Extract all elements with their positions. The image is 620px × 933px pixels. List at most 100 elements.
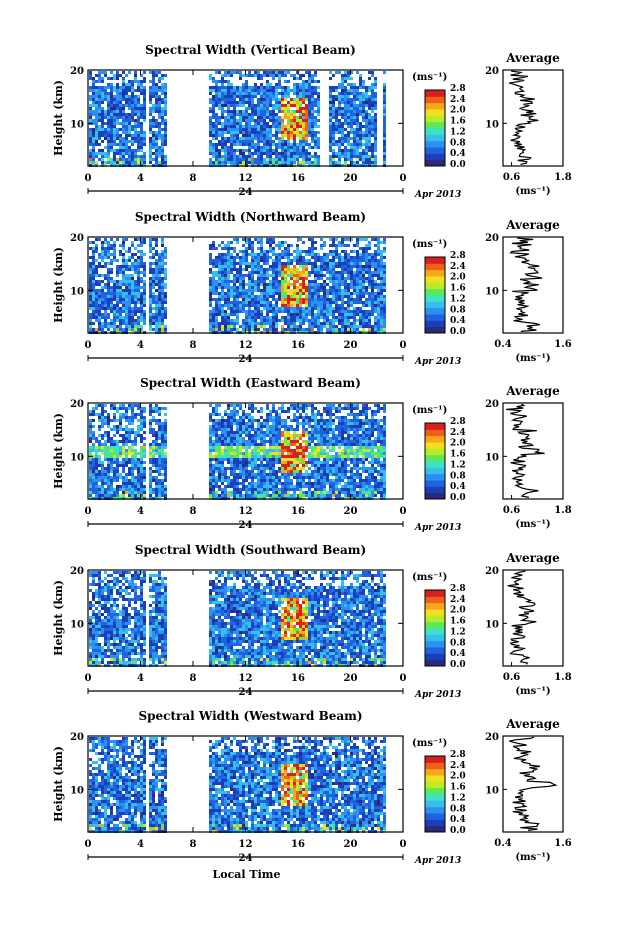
heatmap-cell [98,80,101,83]
heatmap-cell [113,295,116,298]
heatmap-cell [230,101,233,104]
heatmap-cell [296,301,299,304]
heatmap-cell [329,313,332,316]
heatmap-cell [110,485,113,488]
heatmap-cell [98,319,101,322]
heatmap-cell [284,283,287,286]
heatmap-cell [98,461,101,464]
heatmap-cell [116,122,119,125]
heatmap-cell [149,265,152,268]
heatmap-cell [101,89,104,92]
heatmap-cell [254,256,257,259]
heatmap-cell [116,95,119,98]
heatmap-cell [119,319,122,322]
heatmap-cell [125,310,128,313]
heatmap-cell [257,128,260,131]
heatmap-cell [260,265,263,268]
heatmap-cell [287,268,290,271]
heatmap-cell [152,443,155,446]
heatmap-cell [260,325,263,328]
heatmap-cell [89,322,92,325]
heatmap-cell [383,149,386,152]
heatmap-cell [314,74,317,77]
heatmap-cell [341,283,344,286]
heatmap-cell [359,292,362,295]
heatmap-cell [257,286,260,289]
heatmap-cell [353,286,356,289]
heatmap-cell [104,301,107,304]
heatmap-cell [140,476,143,479]
heatmap-cell [383,313,386,316]
heatmap-cell [284,104,287,107]
heatmap-cell [248,262,251,265]
heatmap-cell [344,149,347,152]
heatmap-cell [209,289,212,292]
heatmap-cell [269,307,272,310]
heatmap-cell [140,416,143,419]
heatmap-cell [380,301,383,304]
heatmap-cell [281,253,284,256]
heatmap-cell [356,104,359,107]
heatmap-cell [113,89,116,92]
heatmap-cell [212,134,215,137]
heatmap-cell [110,125,113,128]
heatmap-cell [143,143,146,146]
colorbar-unit: (ms⁻¹) [412,72,447,83]
heatmap-cell [98,77,101,80]
heatmap-cell [164,295,167,298]
heatmap-cell [314,98,317,101]
heatmap-cell [254,110,257,113]
heatmap-cell [266,155,269,158]
heatmap-cell [143,92,146,95]
heatmap-cell [128,134,131,137]
heatmap-cell [149,110,152,113]
heatmap-cell [149,467,152,470]
heatmap-cell [263,92,266,95]
heatmap-cell [263,286,266,289]
heatmap-cell [95,113,98,116]
heatmap-cell [137,125,140,128]
heatmap-cell [224,310,227,313]
heatmap-cell [257,268,260,271]
colorbar-tick-label: 2.8 [450,251,466,261]
heatmap-cell [332,161,335,164]
heatmap-cell [362,295,365,298]
heatmap-cell [347,295,350,298]
heatmap-cell [320,310,323,313]
heatmap-cell [218,280,221,283]
heatmap-cell [128,122,131,125]
heatmap-cell [95,274,98,277]
heatmap-cell [122,116,125,119]
heatmap-cell [107,110,110,113]
heatmap-cell [227,289,230,292]
heatmap-cell [104,419,107,422]
heatmap-cell [323,313,326,316]
heatmap-cell [128,113,131,116]
heatmap-cell [299,83,302,86]
heatmap-cell [158,277,161,280]
heatmap-cell [92,328,95,331]
heatmap-cell [242,286,245,289]
heatmap-cell [290,289,293,292]
heatmap-cell [272,125,275,128]
heatmap-cell [263,137,266,140]
heatmap-cell [341,101,344,104]
heatmap-cell [242,283,245,286]
heatmap-cell [371,149,374,152]
heatmap-cell [248,301,251,304]
heatmap-cell [89,134,92,137]
heatmap-cell [107,461,110,464]
heatmap-cell [128,283,131,286]
heatmap-cell [302,110,305,113]
heatmap-cell [284,149,287,152]
heatmap-cell [368,265,371,268]
heatmap-cell [137,310,140,313]
heatmap-cell [107,458,110,461]
heatmap-cell [263,98,266,101]
heatmap-cell [239,92,242,95]
heatmap-cell [305,268,308,271]
heatmap-cell [365,244,368,247]
heatmap-cell [134,125,137,128]
heatmap-cell [248,247,251,250]
heatmap-cell [380,292,383,295]
